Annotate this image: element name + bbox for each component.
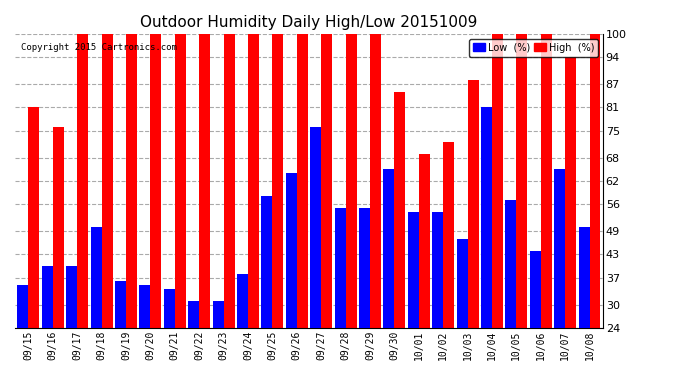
Bar	[199, 34, 210, 375]
Bar	[443, 142, 454, 375]
Bar	[321, 34, 332, 375]
Bar	[90, 227, 101, 375]
Bar	[286, 173, 297, 375]
Bar	[248, 34, 259, 375]
Bar	[432, 212, 443, 375]
Bar	[224, 34, 235, 375]
Bar	[408, 212, 419, 375]
Bar	[346, 34, 357, 375]
Bar	[42, 266, 53, 375]
Bar	[77, 34, 88, 375]
Bar	[188, 301, 199, 375]
Bar	[262, 196, 273, 375]
Bar	[126, 34, 137, 375]
Bar	[589, 34, 600, 375]
Bar	[481, 107, 492, 375]
Bar	[28, 107, 39, 375]
Bar	[213, 301, 224, 375]
Bar	[115, 282, 126, 375]
Bar	[516, 34, 527, 375]
Bar	[370, 34, 381, 375]
Bar	[554, 169, 565, 375]
Bar	[17, 285, 28, 375]
Bar	[53, 127, 63, 375]
Bar	[335, 208, 346, 375]
Bar	[101, 34, 112, 375]
Bar	[66, 266, 77, 375]
Bar	[150, 34, 161, 375]
Title: Outdoor Humidity Daily High/Low 20151009: Outdoor Humidity Daily High/Low 20151009	[140, 15, 477, 30]
Bar	[237, 274, 248, 375]
Bar	[457, 239, 468, 375]
Bar	[530, 251, 541, 375]
Bar	[541, 34, 552, 375]
Bar	[273, 34, 284, 375]
Text: Copyright 2015 Cartronics.com: Copyright 2015 Cartronics.com	[21, 43, 177, 52]
Bar	[419, 154, 430, 375]
Bar	[492, 34, 503, 375]
Bar	[359, 208, 370, 375]
Bar	[505, 200, 516, 375]
Bar	[395, 92, 405, 375]
Bar	[384, 169, 395, 375]
Bar	[164, 289, 175, 375]
Bar	[139, 285, 150, 375]
Bar	[310, 127, 321, 375]
Bar	[565, 57, 576, 375]
Bar	[468, 80, 478, 375]
Bar	[578, 227, 589, 375]
Bar	[297, 34, 308, 375]
Bar	[175, 34, 186, 375]
Legend: Low  (%), High  (%): Low (%), High (%)	[469, 39, 598, 57]
